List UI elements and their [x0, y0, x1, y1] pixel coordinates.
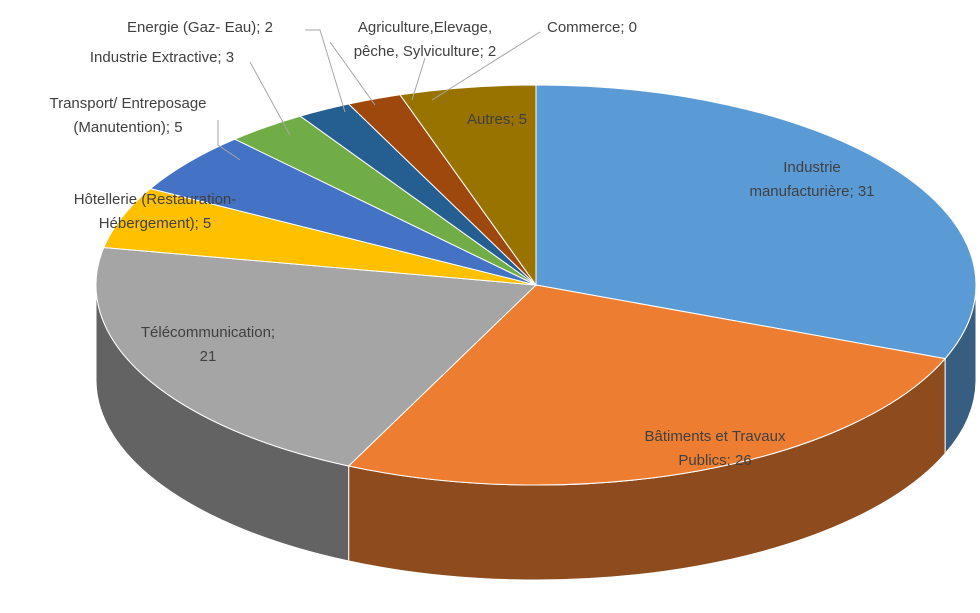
- data-labels: Industrie manufacturière; 31 Bâtiments et …: [49, 19, 874, 469]
- leader-line: [249, 61, 291, 136]
- data-label: (Manutention); 5: [73, 119, 182, 136]
- data-label: Industrie Extractive; 3: [90, 49, 234, 66]
- data-label: Télécommunication;: [141, 324, 275, 341]
- leader-line: [329, 41, 376, 106]
- data-label: Industrie: [783, 159, 841, 176]
- leader-lines: [217, 29, 541, 161]
- data-label: Publics; 26: [678, 452, 751, 469]
- data-label: manufacturière; 31: [749, 183, 874, 200]
- leader-line: [305, 29, 346, 113]
- data-label: Bâtiments et Travaux: [645, 428, 786, 445]
- leader-line: [411, 57, 426, 101]
- pie-tops: [95, 84, 977, 486]
- pie-slice: [347, 284, 947, 486]
- data-label: Transport/ Entreposage: [49, 95, 206, 112]
- data-label: Hôtellerie (Restauration-: [74, 191, 237, 208]
- data-label: Hébergement); 5: [99, 215, 212, 232]
- data-label: Agriculture,Elevage,: [358, 19, 492, 36]
- data-label: 21: [200, 348, 217, 365]
- leader-line: [217, 120, 241, 161]
- pie-slice: [399, 84, 537, 287]
- data-label: pêche, Sylviculture; 2: [354, 43, 497, 60]
- data-label: Energie (Gaz- Eau); 2: [127, 19, 273, 36]
- leader-line: [431, 31, 541, 101]
- data-label: Autres; 5: [467, 111, 527, 128]
- pie-slice: [535, 84, 977, 360]
- pie-slice: [95, 246, 538, 467]
- data-label: Commerce; 0: [547, 19, 637, 36]
